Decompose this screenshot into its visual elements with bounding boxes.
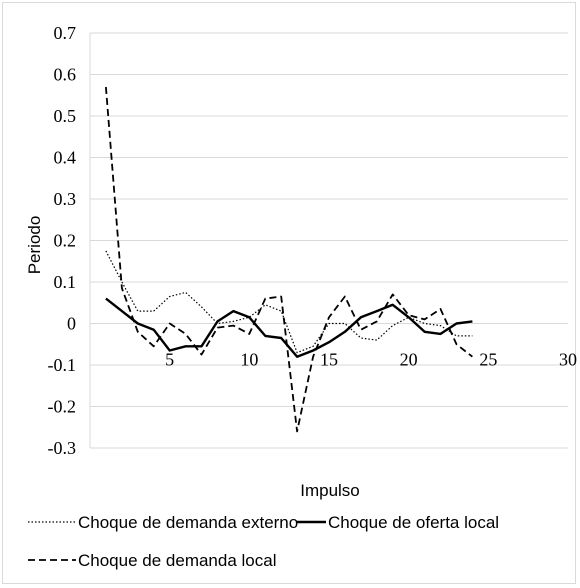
y-tick-label: -0.2	[48, 397, 77, 417]
grid-lines	[89, 32, 568, 449]
legend: Choque de demanda externo Choque de ofer…	[28, 513, 499, 570]
series-line-2	[105, 86, 473, 433]
y-tick-label: 0.7	[54, 23, 77, 43]
x-tick-label: 15	[320, 350, 338, 370]
series-line-1	[105, 297, 473, 358]
y-tick-label: 0.2	[54, 231, 77, 251]
x-tick-label: 25	[479, 350, 497, 370]
x-axis-title: Impulso	[300, 481, 360, 500]
y-tick-label: -0.1	[48, 355, 77, 375]
legend-label-1: Choque de oferta local	[328, 513, 499, 532]
y-tick-label: 0.3	[54, 189, 77, 209]
y-tick-label: 0.5	[54, 106, 77, 126]
y-tick-label: 0.6	[54, 65, 77, 85]
series-lines	[105, 86, 473, 433]
y-tick-label: 0.1	[54, 272, 77, 292]
y-tick-label: 0	[67, 314, 76, 334]
y-tick-label: 0.4	[54, 148, 77, 168]
chart-frame	[2, 2, 576, 584]
x-tick-label: 10	[240, 350, 258, 370]
x-tick-label: 20	[400, 350, 418, 370]
y-tick-labels: 0.7 0.6 0.5 0.4 0.3 0.2 0.1 0 -0.1 -0.2 -0.3	[48, 23, 77, 458]
legend-label-2: Choque de demanda local	[78, 551, 276, 570]
y-axis-title: Periodo	[25, 216, 44, 275]
series-line-0	[105, 250, 473, 354]
y-tick-label: -0.3	[48, 438, 77, 458]
x-tick-label: 30	[559, 350, 577, 370]
legend-label-0: Choque de demanda externo	[78, 513, 298, 532]
x-tick-labels: 5 10 15 20 25 30	[165, 350, 577, 370]
x-tick-label: 5	[165, 350, 174, 370]
